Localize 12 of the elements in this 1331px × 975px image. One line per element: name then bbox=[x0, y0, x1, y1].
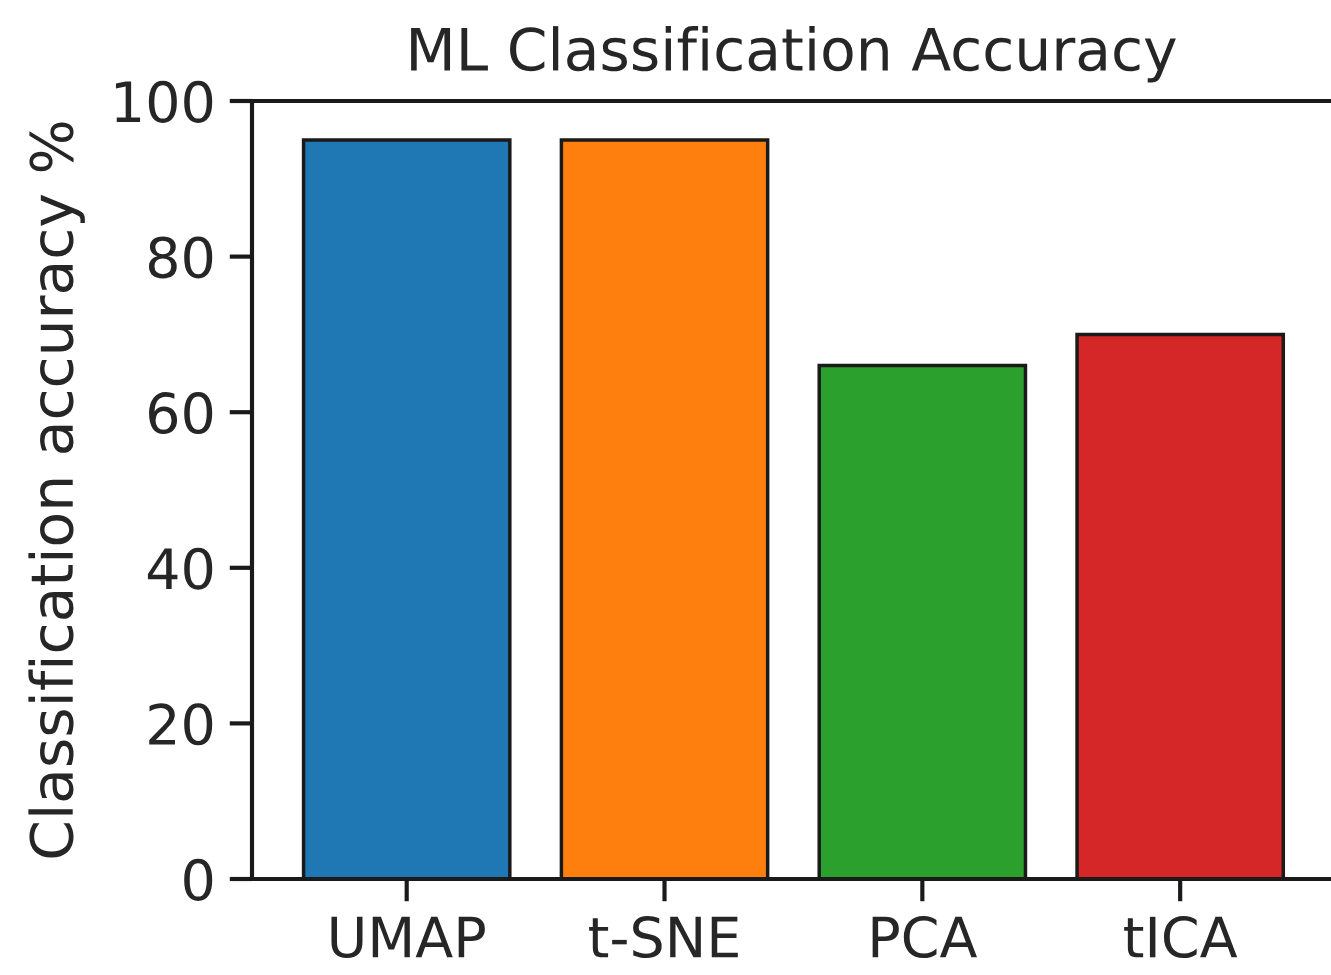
y-axis-title: Classification accuracy % bbox=[28, 122, 85, 858]
y-tick-label: 0 bbox=[184, 858, 213, 901]
y-tick-label: 40 bbox=[147, 547, 213, 590]
y-tick-label: 100 bbox=[115, 80, 213, 123]
x-tick-label: PCA bbox=[872, 916, 978, 959]
x-tick-label: tICA bbox=[1124, 916, 1238, 959]
x-tick-label: UMAP bbox=[331, 916, 485, 959]
x-tick-label: t-SNE bbox=[589, 916, 738, 959]
chart-title: ML Classification Accuracy bbox=[411, 26, 1176, 83]
y-tick-label: 60 bbox=[149, 392, 213, 435]
y-tick-label: 80 bbox=[148, 236, 213, 279]
y-tick-label: 20 bbox=[149, 703, 213, 746]
